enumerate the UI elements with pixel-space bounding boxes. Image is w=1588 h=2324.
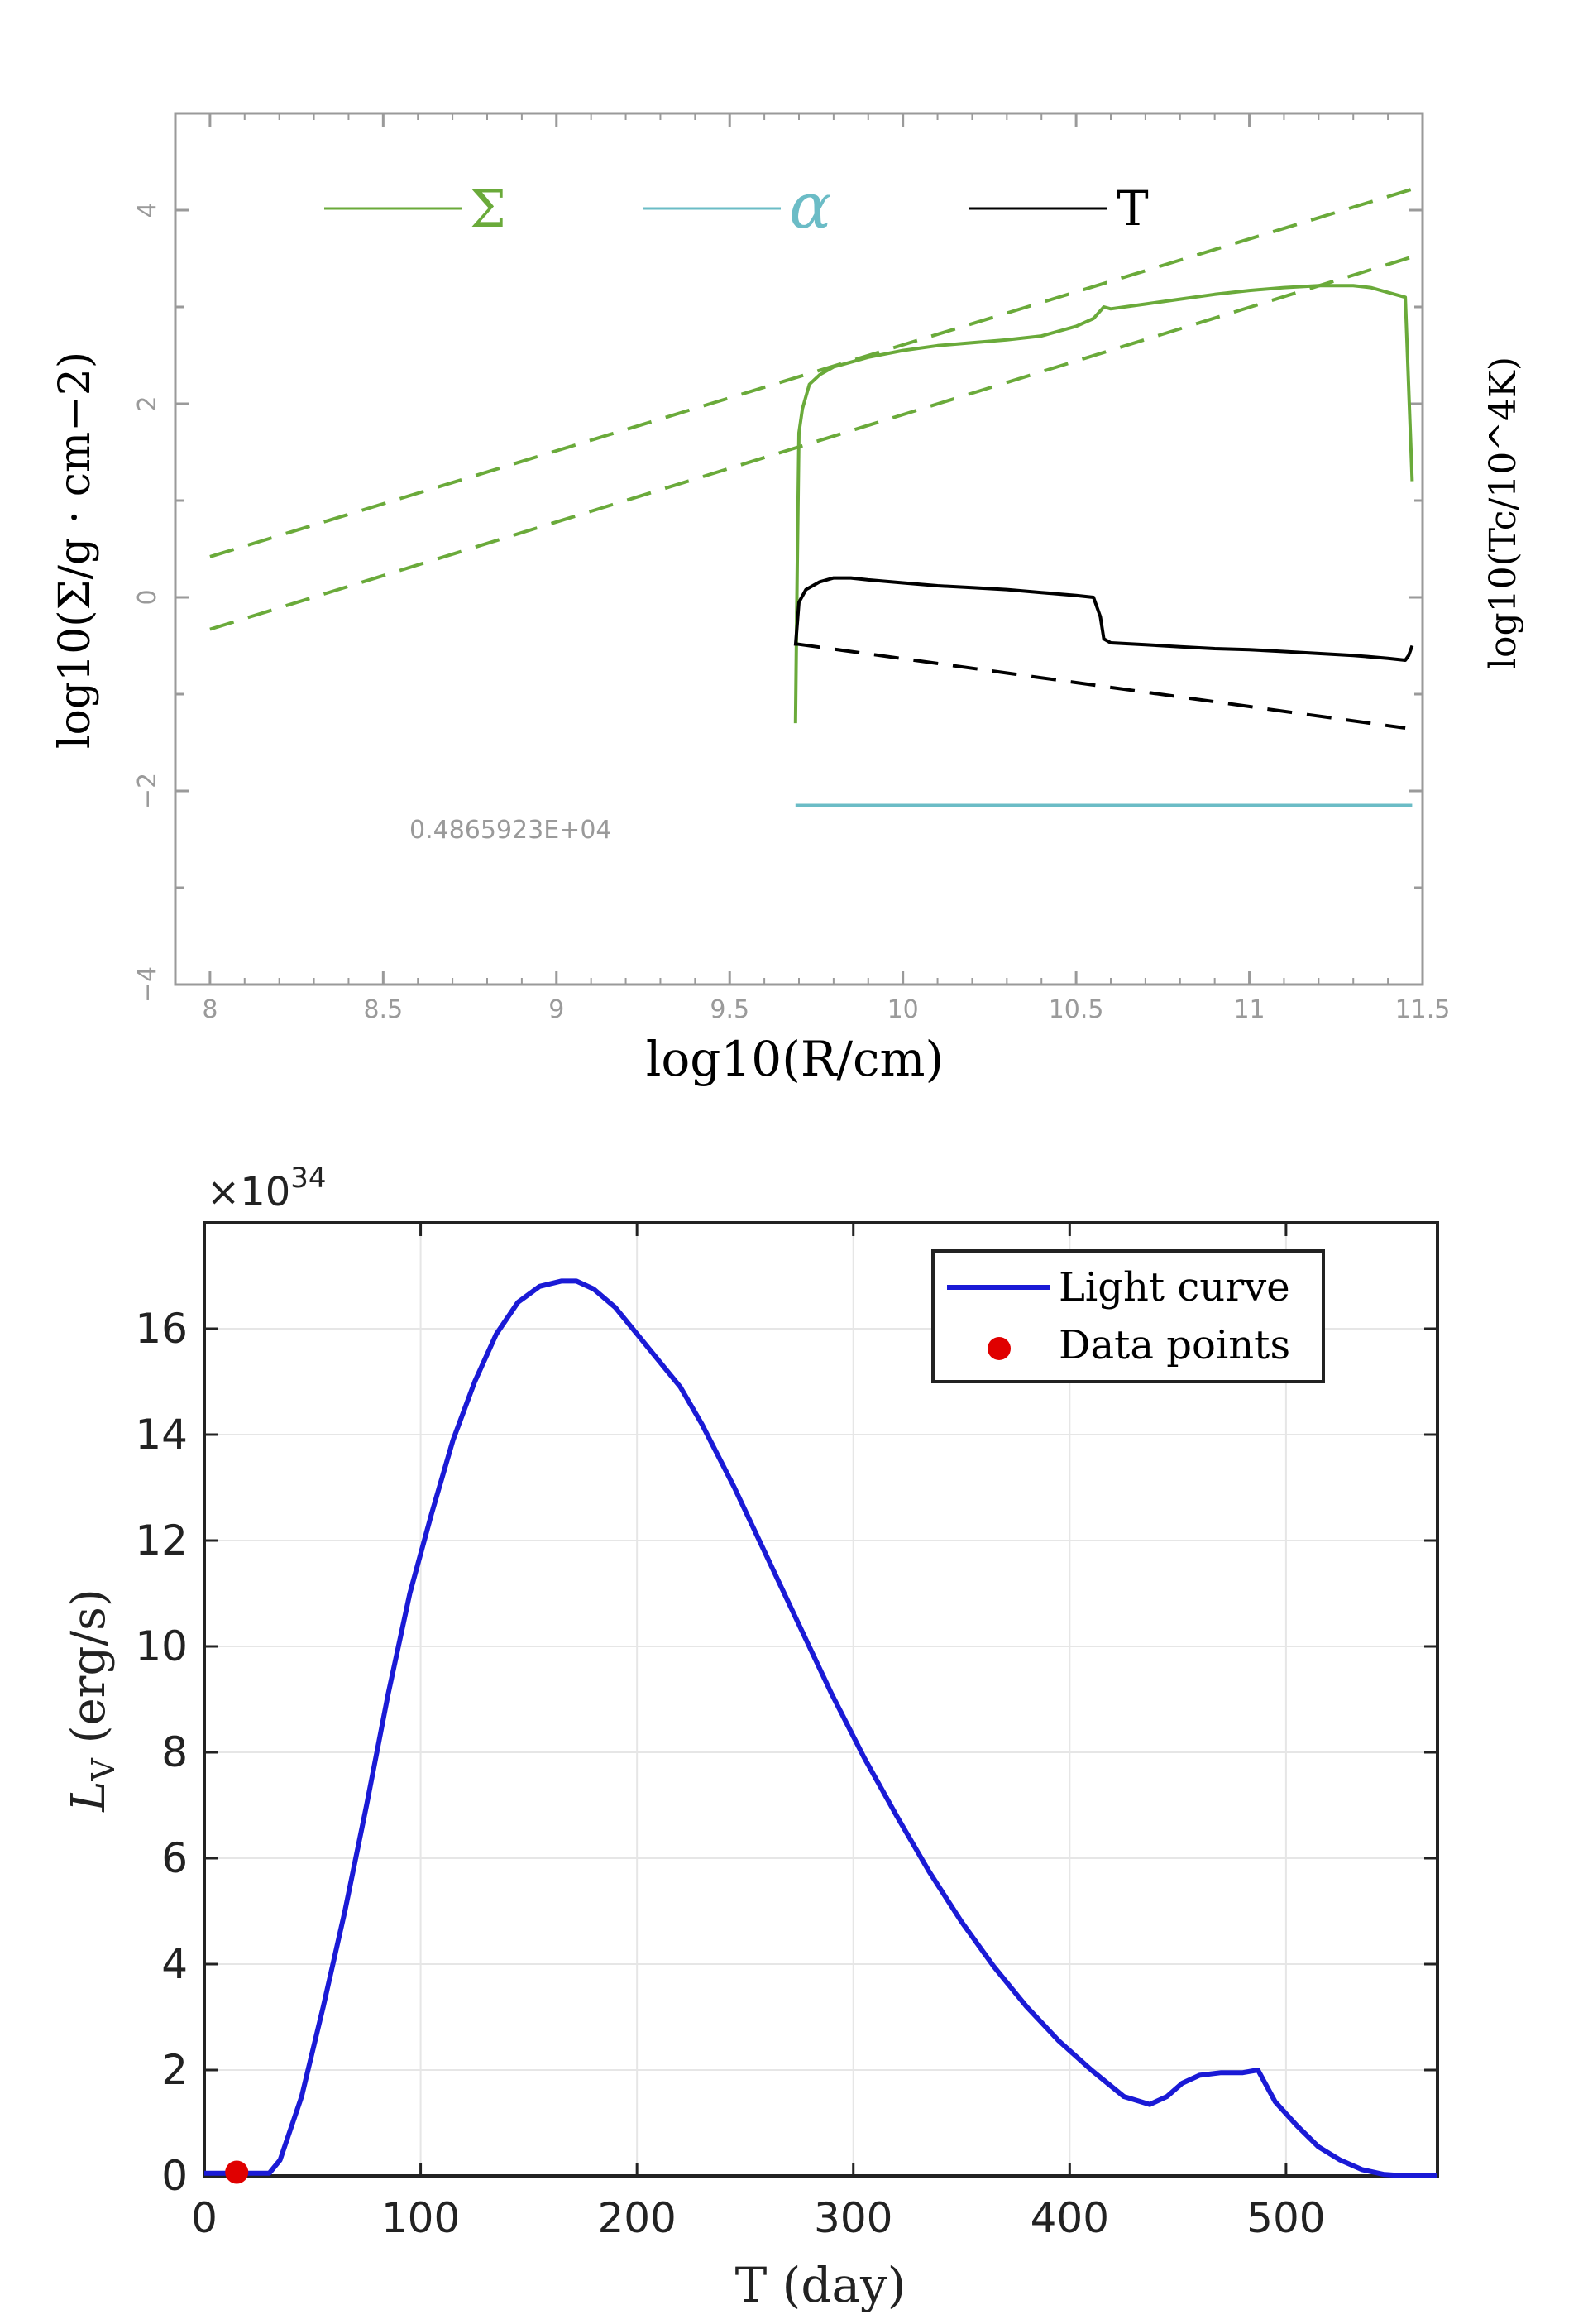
y-tick-label: 4 (133, 202, 162, 218)
x-tick-label: 11.5 (1395, 995, 1451, 1024)
plot1-legend: Σ α T (324, 169, 1149, 242)
x-tick-label: 100 (381, 2194, 460, 2242)
y-tick-label: 10 (135, 1622, 188, 1670)
y-tick-label: 12 (135, 1517, 188, 1565)
y-tick-label: 6 (161, 1834, 188, 1882)
y-tick-label: 16 (135, 1305, 188, 1353)
plot1-right-y-axis-label: log10(Tc/10^4K) (1482, 357, 1524, 669)
panel-disk-profile: 8 8.5 9 9.5 10 10.5 11 11.5 −4 −2 0 2 4 Σ α T 0.486… (50, 112, 1524, 1087)
y-tick-label: −4 (133, 966, 162, 1003)
series-light-curve (204, 1278, 1437, 2178)
plot1-series (209, 184, 1423, 807)
x-tick-label: 9.5 (710, 995, 749, 1024)
x-tick-label: 9 (548, 995, 564, 1024)
y-tick-label: 2 (161, 2046, 188, 2094)
x-tick-label: 200 (597, 2194, 676, 2242)
y-tick-label: 4 (161, 1940, 188, 1988)
x-tick-label: 10 (887, 995, 919, 1024)
plot2-y-multiplier: ×1034 (207, 1162, 327, 1215)
x-tick-label: 11 (1233, 995, 1265, 1024)
plot1-left-y-axis-label: log10(Σ/g · cm−2) (50, 352, 100, 749)
x-tick-label: 10.5 (1049, 995, 1104, 1024)
x-tick-label: 400 (1031, 2194, 1109, 2242)
y-tick-label: 2 (133, 395, 162, 411)
x-tick-label: 0 (191, 2194, 218, 2242)
legend-data-points-marker (988, 1337, 1011, 1360)
legend-sigma-label: Σ (470, 179, 506, 239)
plot2-legend: Light curve Data points (931, 1249, 1325, 1383)
y-tick-label: 0 (161, 2152, 188, 2200)
plot1-ticks (175, 112, 1424, 986)
series-σ-lower-limit (209, 252, 1423, 631)
x-tick-label: 500 (1246, 2194, 1325, 2242)
plot2-y-axis-label: LV (erg/s) (62, 1588, 122, 1813)
y-tick-label: −2 (133, 773, 162, 809)
plot2-frame (203, 1221, 1439, 2178)
plot2-x-axis-label: T (day) (735, 2257, 906, 2313)
legend-t-label: T (1117, 180, 1149, 237)
legend-alpha-label: α (789, 169, 831, 242)
series-t-reference (795, 642, 1406, 730)
y-tick-label: 0 (133, 589, 162, 605)
legend-light-curve-label: Light curve (1059, 1264, 1290, 1311)
plot2-x-tick-labels: 0 100 200 300 400 500 (191, 2194, 1326, 2242)
series-σ-upper-limit (209, 184, 1423, 558)
plot1-x-tick-labels: 8 8.5 9 9.5 10 10.5 11 11.5 (202, 995, 1450, 1024)
y-tick-label: 8 (161, 1728, 188, 1776)
y-tick-label: 14 (135, 1411, 188, 1459)
plot2-y-tick-labels: 0 2 4 6 8 10 12 14 16 (135, 1305, 188, 2200)
plot1-annotation: 0.4865923E+04 (409, 816, 612, 845)
x-tick-label: 8.5 (363, 995, 403, 1024)
series-σ (793, 284, 1414, 724)
plot1-y-tick-labels: −4 −2 0 2 4 (133, 202, 162, 1003)
plot1-x-axis-label: log10(R/cm) (646, 1031, 944, 1087)
plot2-series (204, 1278, 1437, 2184)
x-tick-label: 300 (814, 2194, 892, 2242)
data-point (225, 2160, 249, 2184)
series-t (793, 576, 1414, 662)
x-tick-label: 8 (202, 995, 218, 1024)
plot2-ticks (203, 1223, 1437, 2178)
legend-data-points-label: Data points (1059, 1322, 1290, 1368)
panel-light-curve: 0 100 200 300 400 500 0 2 4 6 8 10 12 14 16 ×1034 Lig… (62, 1162, 1439, 2313)
